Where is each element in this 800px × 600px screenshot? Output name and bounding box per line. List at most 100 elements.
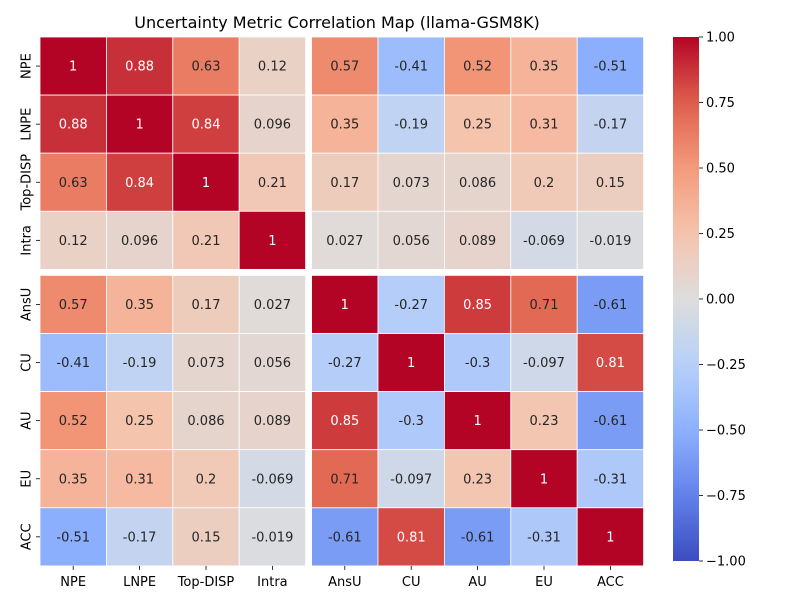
y-tick-label: EU [20,470,35,488]
x-axis-ticks: NPE LNPE Top-DISP Intra AnsU CU AU EU ACC [60,565,624,590]
cell-label: 0.086 [459,176,496,191]
cell-label: 0.81 [397,530,426,545]
x-tick-label: AU [468,575,486,590]
heatmap-cell-intra-eu [510,210,578,270]
y-tick-label: Top-DISP [20,154,35,212]
heatmap-cell-npe-intra [238,36,306,96]
heatmap-cell-npe-top-disp [172,36,240,96]
heatmap-cell-eu-au [443,449,512,509]
cell-label: 1 [606,530,614,545]
heatmap-cell-eu-cu [377,449,445,509]
cell-label: -0.61 [594,414,628,429]
cell-label: 0.12 [59,234,88,249]
y-tick-label: AnsU [20,288,35,321]
cell-label: -0.41 [394,60,428,75]
y-tick-label: AU [20,411,35,429]
cell-label: 1 [69,60,77,75]
heatmap-cell-cu-eu [510,333,578,392]
heatmap-cell-acc-cu [377,507,445,567]
heatmap-cell-acc-acc [576,507,645,567]
heatmap-cell-intra-acc [576,210,645,270]
cell-label: 0.15 [596,176,625,191]
heatmap-cell-acc-intra [238,507,306,567]
heatmap-cell-cu-intra [238,333,306,392]
heatmap-cell-cu-lnpe [106,333,174,392]
cell-label: 0.88 [59,118,88,133]
colorbar-tick-label: −0.25 [706,358,746,373]
x-tick-label: CU [402,575,421,590]
heatmap-cell-lnpe-ansu [311,94,379,154]
colorbar-legend: 1.00 0.75 0.50 0.25 0.00 −0.25 −0.50 −0.75 −1.00 [673,31,746,570]
heatmap-cell-ansu-cu [377,274,445,334]
heatmap-cell-lnpe-au [443,94,512,154]
cell-label: 0.52 [463,60,492,75]
cell-label: -0.069 [251,472,293,487]
heatmap-cell-ansu-acc [576,274,645,334]
cell-label: -0.097 [390,472,432,487]
cell-label: 0.88 [125,60,154,75]
cell-label: 0.056 [393,234,430,249]
heatmap-cell-top-disp-ansu [311,152,379,212]
cell-label: 0.086 [187,414,224,429]
y-tick-label: LNPE [20,108,35,141]
cell-label: 0.31 [125,472,154,487]
cell-label: -0.17 [594,118,628,133]
cell-label: 0.35 [530,60,559,75]
heatmap-cell-au-npe [39,391,107,451]
cell-label: 0.21 [192,234,221,249]
cell-label: 0.027 [326,234,363,249]
colorbar-tick-label: −1.00 [706,555,746,570]
heatmap-cell-ansu-lnpe [106,274,174,334]
cell-label: 0.15 [192,530,221,545]
cell-label: 0.35 [330,118,359,133]
heatmap-cell-top-disp-au [443,152,512,212]
cell-label: -0.19 [394,118,428,133]
cell-label: 0.089 [254,414,291,429]
cell-label: -0.3 [399,414,424,429]
heatmap-cell-acc-top-disp [172,507,240,567]
heatmap-cell-eu-ansu [311,449,379,509]
cell-label: -0.61 [328,530,362,545]
x-tick-label: AnsU [328,575,361,590]
colorbar-tick-label: 1.00 [706,31,735,46]
colorbar-tick-label: −0.50 [706,424,746,439]
cell-label: -0.27 [328,356,362,371]
cell-label: 0.096 [121,234,158,249]
x-tick-label: NPE [60,575,86,590]
heatmap-cell-cu-cu [377,333,445,392]
x-tick-label: Intra [257,575,287,590]
cell-label: 0.17 [330,176,359,191]
heatmap-cell-acc-npe [39,507,107,567]
cell-label: 0.63 [192,60,221,75]
heatmap-cells: 1 0.88 0.63 0.12 0.57 -0.41 0.52 0.35 -0.51 0.88 1… [39,36,645,567]
heatmap-cell-lnpe-acc [576,94,645,154]
heatmap-cell-intra-lnpe [106,210,174,270]
cell-label: 0.81 [596,356,625,371]
heatmap-cell-npe-eu [510,36,578,96]
heatmap-cell-lnpe-intra [238,94,306,154]
chart-title: Uncertainty Metric Correlation Map (llam… [134,13,540,32]
cell-label: 0.21 [258,176,287,191]
horizontal-group-gap [40,269,644,276]
cell-label: 1 [407,356,415,371]
cell-label: 0.31 [530,118,559,133]
cell-label: -0.3 [465,356,490,371]
vertical-group-gap [305,37,312,566]
cell-label: -0.069 [523,234,565,249]
heatmap-cell-cu-top-disp [172,333,240,392]
y-tick-label: NPE [20,53,35,79]
heatmap-cell-au-ansu [311,391,379,451]
heatmap-cell-npe-cu [377,36,445,96]
y-axis-ticks: NPE LNPE Top-DISP Intra AnsU CU AU EU ACC [20,53,40,550]
cell-label: 0.2 [196,472,217,487]
heatmap-cell-top-disp-top-disp [172,152,240,212]
y-tick-label: CU [20,353,35,372]
colorbar-tick-label: 0.25 [706,227,735,242]
cell-label: 0.096 [254,118,291,133]
cell-label: -0.41 [56,356,90,371]
cell-label: 0.35 [125,298,154,313]
cell-label: 0.23 [530,414,559,429]
cell-label: -0.097 [523,356,565,371]
